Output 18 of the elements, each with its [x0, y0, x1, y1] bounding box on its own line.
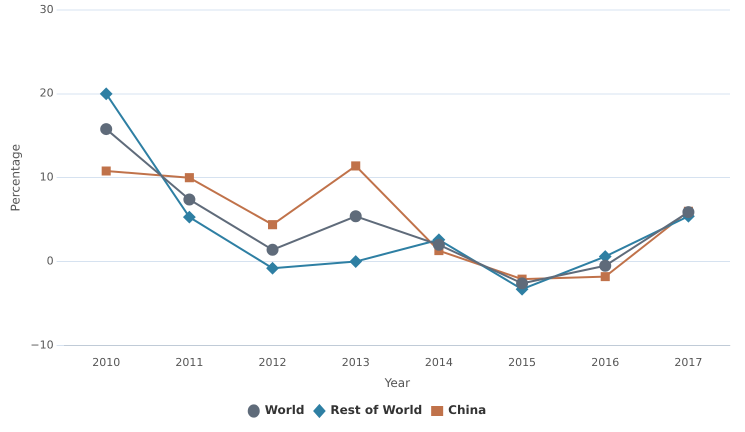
x-tick-label: 2011 — [175, 356, 204, 369]
x-tick-label: 2017 — [674, 356, 702, 369]
y-tick-label: 0 — [46, 254, 54, 268]
y-tick-label: −10 — [30, 338, 54, 352]
x-tick-label: 2016 — [591, 356, 620, 369]
x-tick-label: 2014 — [424, 356, 453, 369]
x-tick-label: 2010 — [92, 356, 120, 369]
y-tick-label: 20 — [40, 86, 54, 100]
legend-label: China — [448, 403, 486, 418]
y-axis-title: Percentage — [8, 144, 22, 212]
x-tick-label: 2013 — [342, 356, 370, 369]
x-tick-label: 2012 — [258, 356, 287, 369]
legend-label: Rest of World — [330, 403, 422, 418]
x-axis-title: Year — [384, 376, 410, 390]
x-tick-label: 2015 — [508, 356, 536, 369]
legend-label: World — [264, 403, 304, 418]
y-tick-label: 30 — [40, 2, 54, 16]
y-tick-label: 10 — [40, 170, 54, 184]
